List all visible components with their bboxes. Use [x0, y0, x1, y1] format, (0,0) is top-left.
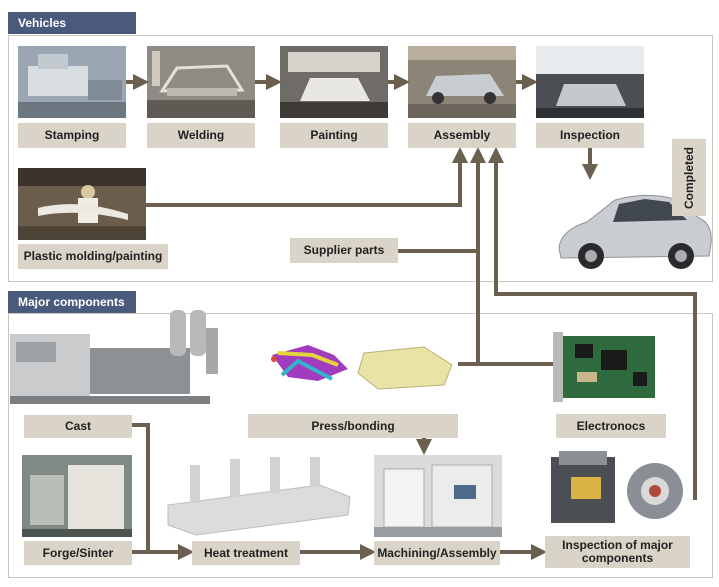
heat-treatment-photo: [160, 455, 360, 537]
painting-label: Painting: [280, 123, 388, 148]
electronics-label: Electronocs: [556, 414, 666, 438]
press-bonding-label: Press/bonding: [248, 414, 458, 438]
heat-treatment-label: Heat treatment: [192, 541, 300, 565]
electronics-photo: [553, 328, 663, 406]
welding-label: Welding: [147, 123, 255, 148]
cast-photo: [10, 302, 220, 410]
inspection-label: Inspection: [536, 123, 644, 148]
supplier-parts-label: Supplier parts: [290, 238, 398, 263]
press-bonding-photo: [248, 325, 458, 407]
plastic-molding-photo: [18, 168, 146, 240]
cast-label: Cast: [24, 415, 132, 438]
components-tab: Major components: [8, 291, 136, 313]
stamping-label: Stamping: [18, 123, 126, 148]
forge-sinter-label: Forge/Sinter: [24, 541, 132, 565]
stamping-photo: [18, 46, 126, 118]
plastic-molding-label: Plastic molding/painting: [18, 244, 168, 269]
major-inspection-label: Inspection of major components: [545, 536, 690, 568]
major-inspection-photo: [545, 447, 691, 531]
completed-label: Completed: [672, 139, 706, 216]
completed-text: Completed: [682, 146, 697, 209]
machining-photo: [374, 455, 502, 537]
welding-photo: [147, 46, 255, 118]
inspection-photo: [536, 46, 644, 118]
vehicles-tab: Vehicles: [8, 12, 136, 34]
machining-assembly-label: Machining/Assembly: [374, 541, 500, 565]
forge-sinter-photo: [22, 455, 132, 537]
assembly-label: Assembly: [408, 123, 516, 148]
painting-photo: [280, 46, 388, 118]
assembly-photo: [408, 46, 516, 118]
